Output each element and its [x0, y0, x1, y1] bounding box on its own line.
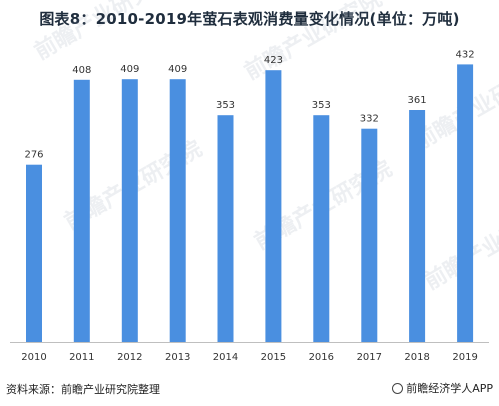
data-label-2014: 353 — [216, 100, 235, 111]
data-label-2011: 408 — [72, 65, 91, 76]
data-label-2017: 332 — [360, 114, 379, 125]
bar-2013 — [169, 79, 186, 342]
data-label-2012: 409 — [120, 64, 139, 75]
bar-2017 — [361, 128, 378, 342]
data-label-2016: 353 — [312, 100, 331, 111]
data-label-2013: 409 — [168, 64, 187, 75]
x-tick-label-2015: 2015 — [261, 352, 286, 363]
watermark-layer: 前瞻产业研究院前瞻产业研究院前瞻产业研究院前瞻产业研究院前瞻产业研究院前瞻产业研… — [30, 0, 499, 295]
bar-2010 — [26, 164, 42, 342]
data-label-2018: 361 — [408, 95, 427, 106]
x-tick-label-2019: 2019 — [452, 352, 477, 363]
brand-logo-icon — [392, 382, 404, 394]
bar-2011 — [73, 79, 90, 343]
watermark-text: 前瞻产业研究院 — [30, 0, 176, 65]
bar-2019 — [457, 64, 474, 343]
x-tick-label-2018: 2018 — [404, 352, 429, 363]
x-tick-label-2017: 2017 — [357, 352, 382, 363]
data-label-2019: 432 — [456, 49, 475, 60]
x-tick-label-2011: 2011 — [69, 352, 94, 363]
bar-2018 — [409, 110, 426, 342]
x-tick-label-2012: 2012 — [117, 352, 142, 363]
x-tick-label-2014: 2014 — [213, 352, 238, 363]
bars-layer — [26, 64, 474, 343]
labels-layer: 276 2010 408 2011 409 2012 409 2013 353 2014 423 20… — [21, 49, 478, 363]
data-label-2010: 276 — [24, 150, 43, 161]
x-tick-label-2016: 2016 — [309, 352, 334, 363]
data-label-2015: 423 — [264, 55, 283, 66]
bar-2016 — [313, 115, 330, 342]
x-tick-label-2013: 2013 — [165, 352, 190, 363]
brand-footer: 前瞻经济学人APP — [392, 380, 493, 396]
bar-2012 — [121, 79, 138, 342]
bar-2014 — [217, 115, 234, 342]
x-tick-label-2010: 2010 — [21, 352, 46, 363]
source-note: 资料来源：前瞻产业研究院整理 — [6, 383, 160, 396]
bar-2015 — [265, 70, 282, 342]
watermark-text: 前瞻产业研究院 — [240, 0, 386, 85]
chart-title: 图表8：2010-2019年萤石表观消费量变化情况(单位：万吨) — [39, 10, 460, 28]
brand-name: 前瞻经济学人APP — [406, 382, 493, 395]
